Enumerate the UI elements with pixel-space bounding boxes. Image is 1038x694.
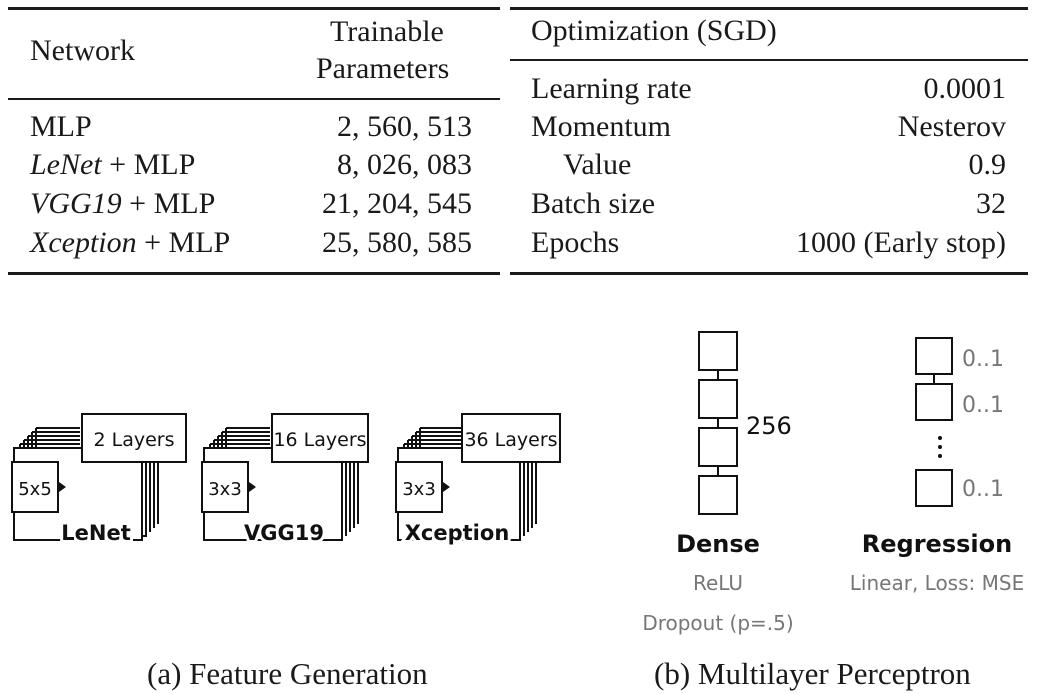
regression-output-label: 0..1 bbox=[962, 347, 1004, 372]
left-table-mid-rule bbox=[8, 98, 500, 100]
ellipsis-dot bbox=[938, 445, 942, 449]
dense-neuron bbox=[698, 475, 738, 515]
row-value-value: 0.9 bbox=[968, 148, 1007, 181]
lenet-kernel-label: 5x5 bbox=[18, 479, 52, 500]
xception-name-label: Xception bbox=[405, 521, 510, 545]
dense-neuron bbox=[698, 379, 738, 419]
left-table-bottom-rule bbox=[8, 272, 500, 275]
ellipsis-dot bbox=[938, 436, 942, 440]
dense-column bbox=[698, 331, 738, 515]
row-learning-rate-label: Learning rate bbox=[531, 72, 692, 105]
lenet-layers-label: 2 Layers bbox=[93, 429, 174, 451]
xception-block bbox=[395, 413, 561, 541]
lenet-kernel-box bbox=[11, 461, 59, 513]
ellipsis-dot bbox=[938, 454, 942, 458]
lenet-layers-box bbox=[81, 413, 187, 463]
header-network: Network bbox=[30, 34, 135, 67]
caption-multilayer-perceptron: (b) Multilayer Perceptron bbox=[654, 656, 971, 691]
row-xception-params: 25, 580, 585 bbox=[322, 226, 472, 259]
row-lenet-params: 8, 026, 083 bbox=[337, 148, 472, 181]
right-table-top-rule bbox=[510, 7, 1028, 10]
regression-output-label: 0..1 bbox=[962, 393, 1004, 418]
regression-column bbox=[915, 337, 953, 507]
header-params-line1: Trainable bbox=[330, 15, 444, 48]
vgg19-arrow-icon bbox=[249, 482, 256, 492]
dense-neuron bbox=[698, 427, 738, 467]
regression-output-label: 0..1 bbox=[962, 477, 1004, 502]
row-momentum-label: Momentum bbox=[531, 110, 671, 143]
row-epochs-value: 1000 (Early stop) bbox=[796, 226, 1006, 259]
dense-activation: ReLU bbox=[693, 571, 743, 595]
xception-kernel-box bbox=[395, 461, 443, 513]
row-xception-name: Xception + MLP bbox=[30, 226, 231, 259]
row-value-label: Value bbox=[563, 148, 632, 181]
regression-title: Regression bbox=[862, 530, 1012, 558]
row-momentum-value: Nesterov bbox=[897, 110, 1006, 143]
row-lenet-name: LeNet + MLP bbox=[30, 148, 196, 181]
right-table-mid-rule bbox=[510, 59, 1028, 61]
row-epochs-label: Epochs bbox=[531, 226, 620, 259]
xception-arrow-icon bbox=[443, 482, 450, 492]
vgg19-block bbox=[201, 413, 369, 541]
lenet-arrow-icon bbox=[59, 482, 66, 492]
left-table-top-rule bbox=[8, 7, 500, 10]
dense-units-label: 256 bbox=[746, 412, 792, 440]
xception-layers-label: 36 Layers bbox=[464, 429, 557, 451]
right-table-bottom-rule bbox=[510, 272, 1028, 275]
vgg19-layers-box bbox=[271, 413, 369, 463]
header-optimization: Optimization (SGD) bbox=[531, 14, 777, 47]
regression-neuron bbox=[915, 337, 953, 375]
caption-feature-generation: (a) Feature Generation bbox=[147, 656, 428, 691]
row-vgg19-params: 21, 204, 545 bbox=[322, 187, 472, 220]
row-batch-size-label: Batch size bbox=[531, 187, 656, 220]
lenet-block bbox=[11, 413, 187, 541]
regression-detail: Linear, Loss: MSE bbox=[850, 571, 1024, 595]
regression-neuron bbox=[915, 383, 953, 421]
xception-layers-box bbox=[461, 413, 561, 463]
vgg19-kernel-box bbox=[201, 461, 249, 513]
row-vgg19-name: VGG19 + MLP bbox=[30, 187, 216, 220]
dense-title: Dense bbox=[676, 530, 760, 558]
row-learning-rate-value: 0.0001 bbox=[923, 72, 1007, 105]
dense-dropout: Dropout (p=.5) bbox=[642, 611, 793, 635]
vgg19-name-label: VGG19 bbox=[244, 521, 324, 545]
xception-kernel-label: 3x3 bbox=[402, 479, 436, 500]
architecture-diagram: 2 Layers 5x5 LeNet 16 Layers 3x3 VGG19 3… bbox=[11, 331, 1024, 635]
regression-neuron bbox=[915, 469, 953, 507]
dense-neuron bbox=[698, 331, 738, 371]
row-mlp-params: 2, 560, 513 bbox=[337, 110, 472, 143]
row-mlp-name: MLP bbox=[30, 110, 92, 143]
lenet-name-label: LeNet bbox=[61, 521, 130, 545]
header-params-line2: Parameters bbox=[316, 52, 450, 85]
vgg19-kernel-label: 3x3 bbox=[208, 479, 242, 500]
row-batch-size-value: 32 bbox=[976, 187, 1006, 220]
vgg19-layers-label: 16 Layers bbox=[273, 429, 366, 451]
